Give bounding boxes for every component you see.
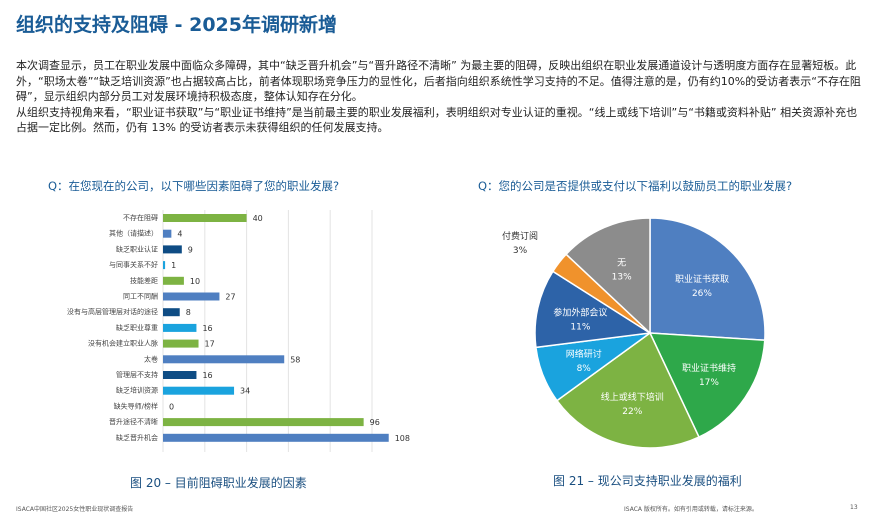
value-label: 16 bbox=[202, 371, 212, 380]
value-label: 34 bbox=[240, 387, 250, 396]
category-label: 管理层不支持 bbox=[116, 370, 158, 379]
bar bbox=[163, 261, 166, 270]
category-label: 不存在阻碍 bbox=[123, 213, 158, 222]
slice-value: 11% bbox=[570, 322, 590, 332]
value-label: 10 bbox=[190, 277, 200, 286]
slice-label: 职业证书维持 bbox=[682, 362, 736, 374]
slice-label: 网络研讨 bbox=[566, 348, 602, 360]
slice-label: 职业证书获取 bbox=[675, 274, 729, 285]
category-label: 缺乏职业认证 bbox=[116, 244, 158, 253]
value-label: 8 bbox=[186, 308, 191, 317]
bar-chart-question: Q：在您现在的公司，以下哪些因素阻碍了您的职业发展? bbox=[48, 179, 340, 193]
bar bbox=[163, 214, 247, 222]
bar bbox=[163, 339, 199, 348]
category-label: 太卷 bbox=[144, 354, 158, 363]
value-label: 4 bbox=[177, 230, 182, 239]
bar bbox=[163, 418, 364, 427]
category-label: 缺乏晋升机会 bbox=[116, 433, 158, 442]
bar bbox=[163, 355, 285, 364]
category-label: 缺乏职业尊重 bbox=[116, 323, 158, 332]
bar bbox=[163, 371, 197, 379]
category-label: 没有机会建立职业人脉 bbox=[88, 339, 158, 348]
bar bbox=[163, 386, 235, 395]
pie-slice bbox=[648, 332, 766, 439]
value-label: 108 bbox=[395, 434, 410, 443]
value-label: 0 bbox=[169, 402, 174, 411]
bar bbox=[163, 276, 184, 285]
pie-chart: 职业证书获取 26% 职业证书维持 17% 线上或线下培训 22% 网络研讨 8% 参加外部会议… bbox=[502, 217, 766, 449]
bar-chart-caption: 图 20 – 目前阻碍职业发展的因素 bbox=[130, 476, 307, 490]
bar bbox=[163, 323, 197, 332]
value-label: 40 bbox=[253, 214, 263, 223]
bar bbox=[163, 433, 389, 442]
value-label: 17 bbox=[205, 340, 215, 349]
category-label: 没有与高层管理层对话的途径 bbox=[67, 307, 158, 316]
pie-slice bbox=[555, 331, 700, 449]
value-label: 58 bbox=[290, 355, 300, 364]
slice-label: 线上或线下培训 bbox=[601, 391, 664, 403]
intro-text: 本次调查显示，员工在职业发展中面临众多障碍，其中“缺乏晋升机会”与“晋升路径不清… bbox=[16, 58, 866, 136]
slice-label: 无 bbox=[617, 258, 626, 269]
paragraph: 从组织支持视角来看，“职业证书获取”与“职业证书维持”是当前最主要的职业发展福利… bbox=[16, 105, 858, 135]
bar-chart: 不存在阻碍 40 其他（请描述） 4 缺乏职业认证 9 与同事关系不好 1 技能差距 10 同工不同… bbox=[67, 210, 410, 452]
value-label: 27 bbox=[225, 293, 235, 302]
category-label: 缺失导师/榜样 bbox=[114, 401, 158, 410]
bar bbox=[163, 308, 180, 317]
value-label: 96 bbox=[370, 418, 380, 427]
footer-left: ISACA中国社区2025女性职业现状调查报告 bbox=[16, 506, 134, 513]
bar bbox=[163, 292, 220, 301]
category-label: 其他（请描述） bbox=[109, 229, 158, 238]
pie-chart-question: Q：您的公司是否提供或支付以下福利以鼓励员工的职业发展? bbox=[478, 179, 793, 193]
pie-chart-caption: 图 21 – 现公司支持职业发展的福利 bbox=[553, 474, 742, 488]
bar bbox=[163, 229, 172, 238]
slice-value: 22% bbox=[622, 407, 642, 417]
slice-value: 3% bbox=[513, 246, 528, 256]
footer-right: ISACA 版权所有。如有引用或转载，请标注来源。 bbox=[624, 506, 758, 513]
pie-slice bbox=[649, 217, 766, 342]
page-number: 13 bbox=[850, 504, 858, 511]
category-label: 同工不同酬 bbox=[123, 292, 158, 301]
value-label: 16 bbox=[202, 324, 212, 333]
slice-label: 付费订阅 bbox=[502, 230, 538, 242]
category-label: 与同事关系不好 bbox=[109, 260, 158, 269]
slice-value: 17% bbox=[699, 378, 719, 388]
page-title: 组织的支持及阻碍 - 2025年调研新增 bbox=[16, 14, 337, 36]
value-label: 1 bbox=[171, 261, 176, 270]
value-label: 9 bbox=[188, 245, 193, 254]
slice-value: 26% bbox=[692, 289, 712, 299]
pie-slice bbox=[565, 217, 651, 335]
pie-slice bbox=[534, 270, 653, 349]
slice-label: 参加外部会议 bbox=[553, 306, 607, 318]
category-label: 技能差距 bbox=[130, 276, 158, 285]
paragraph: 本次调查显示，员工在职业发展中面临众多障碍，其中“缺乏晋升机会”与“晋升路径不清… bbox=[16, 59, 861, 103]
category-label: 缺乏培训资源 bbox=[116, 386, 158, 395]
category-label: 晋升途径不清晰 bbox=[109, 417, 158, 426]
slice-value: 8% bbox=[577, 364, 592, 374]
slice-value: 13% bbox=[612, 273, 632, 283]
bar bbox=[163, 245, 182, 254]
